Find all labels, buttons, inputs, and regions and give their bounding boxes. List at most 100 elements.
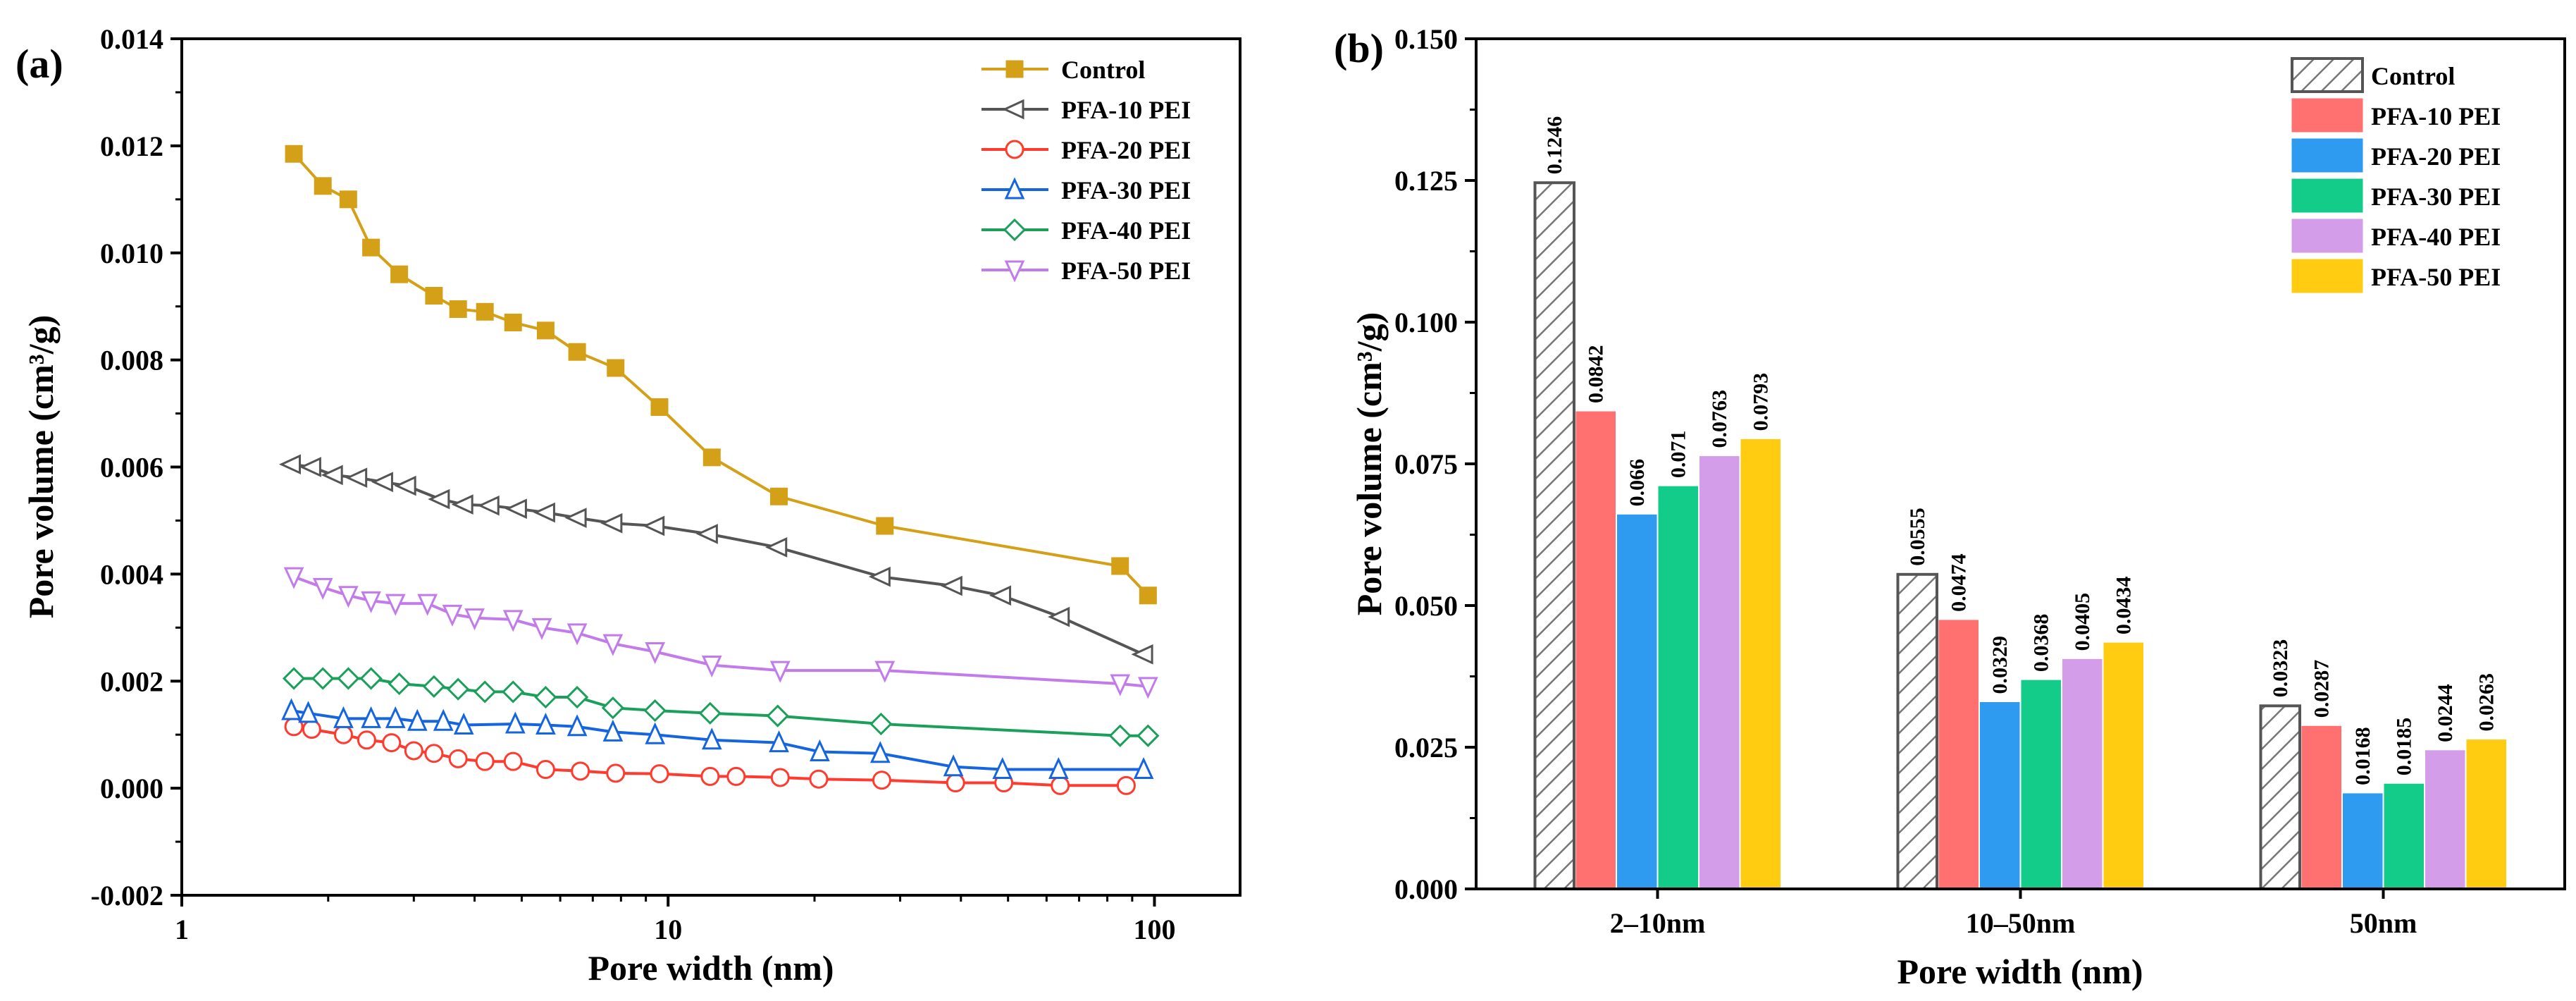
panel-a-x-tick-label: 100 bbox=[1133, 914, 1175, 945]
data-point-pfa-40-pei bbox=[359, 667, 383, 690]
panel-b-y-tick-label: 0.050 bbox=[1394, 590, 1458, 622]
data-point-pfa-10-pei bbox=[371, 472, 393, 493]
panel-b-y-tick-label: 0.100 bbox=[1394, 307, 1458, 338]
data-point-pfa-40-pei bbox=[1137, 724, 1160, 747]
data-point-pfa-40-pei bbox=[766, 704, 789, 727]
data-point-pfa-10-pei bbox=[600, 512, 623, 534]
data-point-pfa-10-pei bbox=[765, 537, 788, 558]
data-point-pfa-20-pei bbox=[333, 725, 353, 744]
bar-series-pfa-20-pei: 0.066 0.0329 0.0168 bbox=[1617, 459, 2383, 890]
data-point-pfa-20-pei bbox=[475, 751, 495, 771]
legend-label: PFA-10 PEI bbox=[1061, 96, 1191, 124]
data-point-control bbox=[390, 265, 409, 283]
data-point-pfa-30-pei bbox=[1133, 756, 1154, 780]
data-point-pfa-30-pei bbox=[385, 706, 406, 728]
data-point-pfa-10-pei bbox=[695, 524, 718, 544]
data-point-pfa-40-pei bbox=[534, 685, 557, 709]
panel-b-legend: Control PFA-10 PEI PFA-20 PEI PFA-30 PEI PFA… bbox=[2291, 57, 2501, 293]
bar-value-label: 0.0842 bbox=[1585, 345, 1608, 404]
legend-marker bbox=[1002, 99, 1024, 120]
legend-swatch bbox=[2291, 178, 2363, 213]
legend-label: PFA-10 PEI bbox=[2371, 102, 2501, 130]
bar-value-label: 0.0168 bbox=[2351, 727, 2374, 785]
panel-b-y-tick-label: 0.025 bbox=[1394, 732, 1458, 763]
series-line-control bbox=[292, 152, 1149, 597]
series-control bbox=[285, 145, 1157, 605]
data-point-pfa-50-pei bbox=[502, 610, 524, 632]
bar-pfa-20-pei bbox=[2343, 793, 2383, 890]
legend-label: PFA-50 PEI bbox=[1061, 257, 1191, 285]
data-point-pfa-20-pei bbox=[571, 761, 590, 781]
data-point-pfa-20-pei bbox=[424, 744, 444, 763]
bar-value-label: 0.0263 bbox=[2475, 673, 2498, 732]
data-point-pfa-30-pei bbox=[602, 719, 624, 742]
bar-value-label: 0.0244 bbox=[2434, 684, 2457, 742]
data-point-pfa-10-pei bbox=[278, 454, 302, 475]
bar-value-label: 0.0185 bbox=[2393, 718, 2416, 776]
bar-value-label: 0.0368 bbox=[2030, 614, 2053, 673]
legend-marker bbox=[1003, 218, 1027, 242]
bar-value-label: 0.0474 bbox=[1948, 553, 1971, 612]
bar-value-label: 0.0763 bbox=[1708, 390, 1731, 448]
data-point-pfa-50-pei bbox=[1137, 677, 1158, 699]
data-point-control bbox=[876, 517, 894, 535]
bar-value-label: 0.0555 bbox=[1906, 508, 1929, 566]
bar-value-label: 0.0323 bbox=[2269, 639, 2292, 698]
data-point-pfa-40-pei bbox=[698, 701, 722, 725]
series-pfa-30-pei bbox=[281, 698, 1154, 780]
bar-pfa-10-pei bbox=[2301, 725, 2341, 890]
panel-b-label: (b) bbox=[1334, 25, 1384, 71]
data-point-pfa-10-pei bbox=[299, 457, 321, 477]
data-point-pfa-20-pei bbox=[700, 766, 720, 786]
bar-pfa-40-pei bbox=[2425, 750, 2465, 890]
panel-a-x-tick-label: 10 bbox=[654, 914, 682, 945]
data-point-pfa-10-pei bbox=[1131, 644, 1153, 665]
panel-a-label: (a) bbox=[16, 41, 63, 87]
bar-pfa-50-pei bbox=[2466, 739, 2506, 890]
bar-value-label: 0.066 bbox=[1626, 459, 1649, 507]
data-point-control bbox=[702, 448, 721, 467]
data-point-control bbox=[504, 313, 522, 331]
legend-label: PFA-40 PEI bbox=[2371, 223, 2501, 251]
bar-control bbox=[1896, 572, 1938, 891]
data-point-control bbox=[476, 302, 494, 321]
data-point-control bbox=[339, 190, 357, 209]
data-point-pfa-50-pei bbox=[385, 594, 406, 616]
data-point-pfa-20-pei bbox=[809, 769, 829, 789]
data-point-pfa-30-pei bbox=[869, 741, 891, 763]
data-point-pfa-20-pei bbox=[382, 733, 402, 753]
data-point-pfa-10-pei bbox=[428, 489, 450, 510]
data-point-pfa-30-pei bbox=[453, 712, 474, 735]
legend-item-pfa-30-pei: PFA-30 PEI bbox=[2291, 178, 2501, 213]
panel-b-y-tick-label: 0.150 bbox=[1394, 23, 1458, 55]
bar-pfa-20-pei bbox=[1617, 514, 1657, 890]
panel-b-x-axis-label: Pore width (nm) bbox=[1897, 952, 2143, 991]
data-point-pfa-10-pei bbox=[477, 495, 500, 516]
data-point-control bbox=[568, 343, 586, 361]
data-point-pfa-10-pei bbox=[564, 508, 587, 528]
bar-pfa-30-pei bbox=[2021, 680, 2061, 890]
panel-b-x-tick-label: 2–10nm bbox=[1610, 907, 1706, 939]
panel-b-bar-chart: (b) 0.1246 0.0555 0.0323 0.0842 0.0474 0.0287… bbox=[1334, 23, 2566, 991]
data-point-pfa-30-pei bbox=[1048, 756, 1069, 780]
legend-label: PFA-20 PEI bbox=[1061, 136, 1191, 164]
data-point-pfa-30-pei bbox=[361, 706, 381, 728]
data-point-pfa-20-pei bbox=[946, 773, 965, 793]
legend-label: Control bbox=[2371, 62, 2455, 90]
legend-item-pfa-50-pei: PFA-50 PEI bbox=[982, 257, 1191, 285]
data-point-pfa-40-pei bbox=[1108, 724, 1132, 747]
data-point-pfa-50-pei bbox=[417, 594, 438, 616]
data-point-pfa-50-pei bbox=[338, 586, 359, 608]
panel-b-y-axis-label: Pore volume (cm³/g) bbox=[1349, 312, 1389, 616]
data-point-pfa-40-pei bbox=[282, 667, 306, 690]
data-point-pfa-50-pei bbox=[645, 641, 666, 665]
bar-value-label: 0.0434 bbox=[2112, 577, 2136, 635]
series-line-pfa-50-pei bbox=[293, 575, 1148, 688]
panel-a-x-tick-label: 1 bbox=[175, 914, 189, 945]
bar-pfa-40-pei bbox=[1699, 456, 1740, 890]
data-point-pfa-20-pei bbox=[726, 766, 746, 786]
panel-a-legend: Control PFA-10 PEI PFA-20 PEI PFA-30 PEI PFA… bbox=[982, 56, 1191, 285]
bar-pfa-40-pei bbox=[2062, 658, 2103, 890]
data-point-pfa-10-pei bbox=[321, 465, 343, 486]
